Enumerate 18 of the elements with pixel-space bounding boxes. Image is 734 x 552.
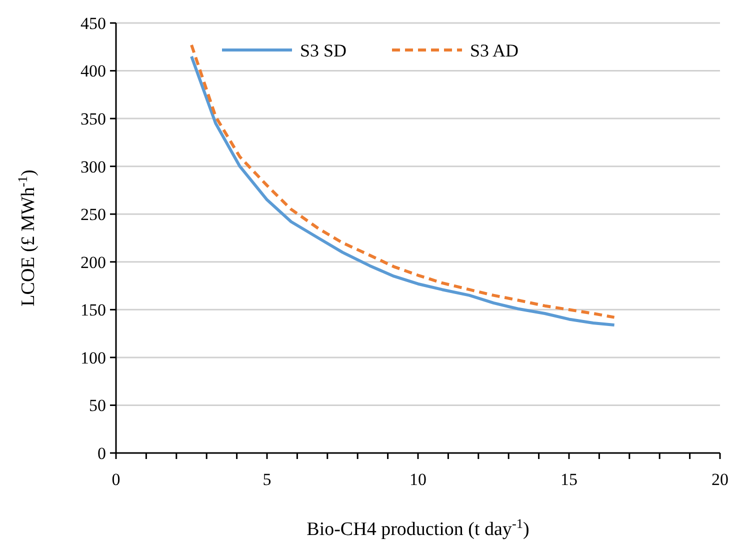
y-tick-label: 200 [80,252,106,272]
x-axis-title: Bio-CH4 production (t day$^{-1}$) [306,516,530,540]
y-tick-label: 150 [80,300,106,320]
y-tick-label: 50 [89,396,106,416]
legend-label: S3 AD [470,40,519,60]
y-tick-label: 400 [80,62,106,81]
y-tick-label: 0 [98,444,106,463]
y-tick-label: 450 [80,14,106,33]
y-tick-label: 350 [80,110,106,129]
y-tick-label: 100 [80,348,106,368]
y-tick-label: 300 [80,157,106,176]
x-tick-label: 10 [410,470,426,489]
legend-label: S3 SD [300,40,347,60]
y-tick-label: 250 [80,205,106,224]
x-tick-label: 5 [262,470,272,489]
x-tick-label: 0 [112,470,120,489]
x-tick-label: 20 [712,470,728,489]
x-tick-label: 15 [560,470,578,489]
